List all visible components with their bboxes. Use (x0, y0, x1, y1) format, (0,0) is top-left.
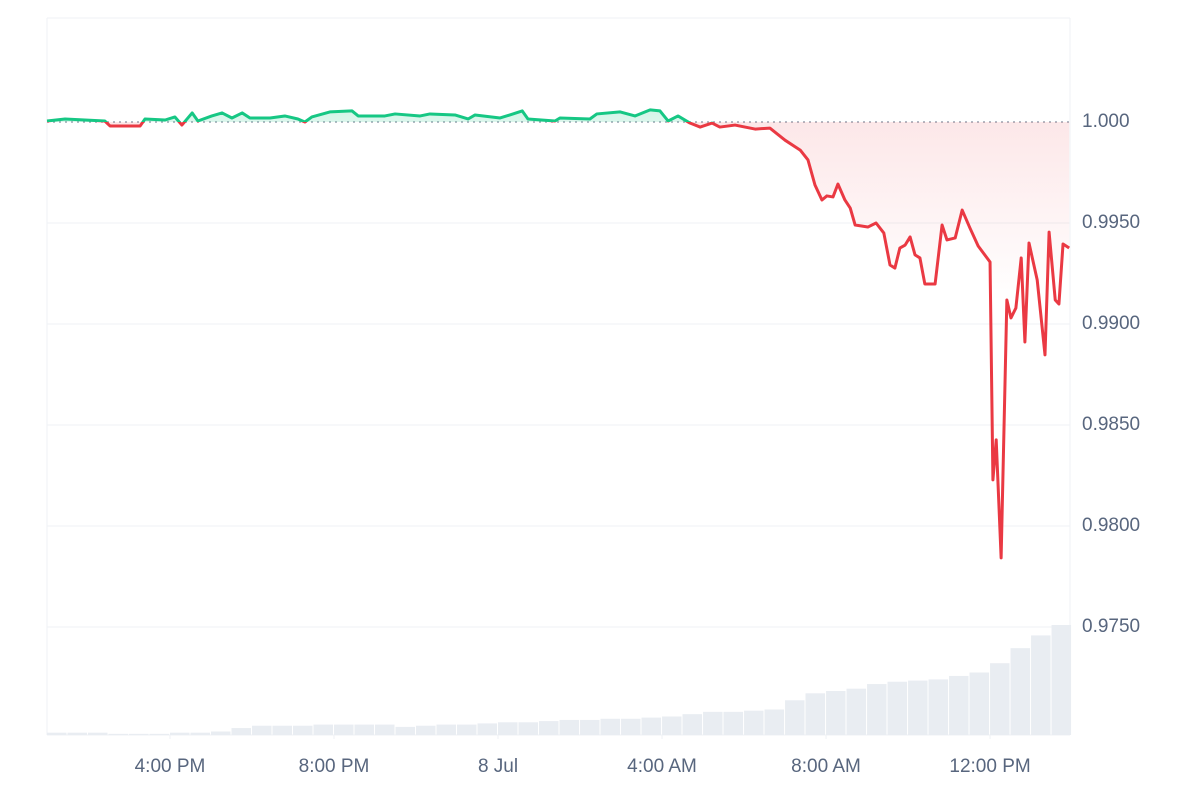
volume-bar (1010, 648, 1031, 735)
volume-bar (190, 732, 211, 735)
volume-bar (436, 724, 457, 735)
area (47, 109, 1070, 558)
volume-bar (621, 718, 641, 735)
y-tick-label: 0.9750 (1082, 616, 1140, 637)
volume-bar (887, 681, 908, 735)
volume-bar (764, 709, 785, 735)
volume-bar (395, 726, 416, 735)
volume-bar (108, 733, 129, 735)
volume-bar (744, 710, 764, 735)
volume-bar (908, 680, 928, 735)
volume-bar (600, 718, 621, 735)
x-tick-label: 8 Jul (478, 756, 518, 777)
volume-bar (47, 732, 67, 735)
volume-bar (990, 663, 1010, 735)
volume-bar (129, 733, 149, 735)
volume-bar (949, 675, 969, 735)
volume-bar (539, 721, 559, 735)
volume-bar (518, 722, 539, 735)
volume-bar (313, 724, 334, 735)
volume-bar (867, 684, 887, 735)
volume-bar (211, 731, 231, 735)
volume-bar (662, 716, 682, 735)
x-tick-label: 4:00 PM (135, 756, 206, 777)
volume-bar (375, 724, 395, 735)
x-tick-label: 8:00 AM (791, 756, 861, 777)
x-tick-label: 12:00 PM (949, 756, 1030, 777)
y-tick-label: 0.9900 (1082, 313, 1140, 334)
volume-bar (293, 725, 313, 735)
y-tick-label: 1.000 (1082, 111, 1130, 132)
volume-bar (723, 711, 744, 735)
volume-bar (354, 724, 375, 735)
volume-bar (805, 693, 826, 735)
volume-bar (88, 732, 108, 735)
volume-bar (785, 700, 805, 735)
volume-bar (1051, 625, 1072, 735)
volume-bar (641, 717, 662, 735)
volume-bar (826, 691, 846, 735)
volume-bar (682, 714, 703, 735)
volume-bar (580, 719, 600, 735)
volume-bar (457, 724, 477, 735)
volume-bar (559, 719, 580, 735)
y-tick-label: 0.9800 (1082, 515, 1140, 536)
volume-bar (334, 724, 354, 735)
y-tick-label: 0.9950 (1082, 212, 1140, 233)
volume-bar (498, 722, 518, 735)
volume-bar (170, 732, 190, 735)
volume-bar (416, 725, 436, 735)
volume-bar (928, 679, 949, 735)
price-line (46, 108, 1071, 560)
volume-bar (272, 725, 293, 735)
volume-bar (477, 723, 498, 735)
volume-bar (231, 728, 252, 735)
y-tick-label: 0.9850 (1082, 414, 1140, 435)
volume-bar (703, 711, 723, 735)
volume-bar (149, 733, 170, 735)
volume-bar (252, 725, 272, 735)
volume-bar (846, 688, 867, 735)
volume-bar (67, 732, 88, 735)
x-tick-label: 8:00 PM (299, 756, 370, 777)
x-tick-label: 4:00 AM (627, 756, 697, 777)
volume-bar (969, 672, 990, 735)
volume-bar (1031, 635, 1051, 735)
